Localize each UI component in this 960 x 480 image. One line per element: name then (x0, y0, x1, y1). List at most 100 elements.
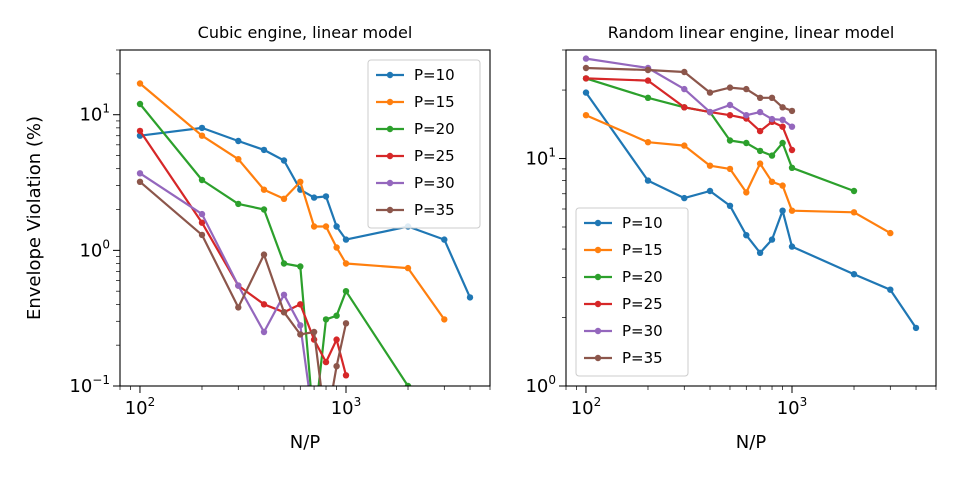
legend-swatch-marker (386, 206, 394, 214)
legend-swatch-marker (386, 179, 394, 187)
legend-label: P=25 (622, 295, 663, 313)
data-point (333, 363, 340, 370)
series-line-p15 (139, 82, 446, 321)
data-point (756, 160, 764, 167)
legend-swatch-marker (594, 219, 602, 227)
series-line-p35 (585, 66, 793, 112)
data-point (756, 249, 764, 256)
axes-frame (565, 49, 937, 387)
legend-swatch-marker (594, 300, 602, 308)
data-point (788, 123, 796, 130)
legend-swatch-marker (386, 125, 394, 133)
legend-swatch-marker (386, 98, 394, 106)
legend-label: P=10 (414, 66, 455, 84)
data-point (404, 382, 412, 386)
x-tick-base: 10 (125, 398, 148, 419)
data-point (706, 108, 714, 116)
data-point (756, 127, 764, 135)
y-tick-base: 10 (69, 376, 92, 397)
data-point (297, 301, 304, 308)
x-tick-label: 103 (777, 395, 808, 419)
legend-swatch-marker (594, 354, 602, 362)
y-tick-label: 101 (525, 146, 556, 170)
data-point (333, 223, 340, 230)
data-point (235, 137, 242, 145)
x-tick-exponent: 3 (354, 395, 362, 409)
x-tick-exponent: 2 (594, 395, 602, 409)
data-point (582, 89, 590, 96)
data-point (887, 286, 894, 293)
x-tick-label: 103 (331, 395, 362, 419)
y-tick-exponent: 1 (548, 146, 556, 160)
data-point (198, 132, 206, 139)
plot-area (582, 55, 920, 332)
data-point (582, 75, 590, 82)
y-tick-label: 100 (79, 237, 110, 261)
legend-swatch-marker (594, 273, 602, 281)
data-point (342, 320, 350, 327)
legend: P=10 P=15 P=20 P=25 P=30 P=35 (367, 59, 481, 229)
data-point (756, 94, 764, 102)
data-point (198, 176, 206, 184)
plot-area (136, 80, 474, 386)
legend-label: P=30 (622, 322, 663, 340)
data-point (198, 231, 206, 239)
data-point (310, 194, 318, 201)
data-point (743, 189, 750, 196)
data-point (342, 260, 350, 267)
legend-item-p35: P=35 (376, 201, 455, 219)
data-point (850, 271, 858, 278)
legend-item-p30: P=30 (584, 322, 663, 340)
legend-item-p15: P=15 (584, 241, 663, 259)
data-point (310, 223, 318, 230)
data-point (198, 124, 206, 132)
x-tick-base: 10 (777, 398, 800, 419)
y-tick-exponent: 0 (548, 373, 556, 387)
data-point (850, 187, 858, 195)
data-point (136, 100, 144, 108)
legend: P=10 P=15 P=20 P=25 P=30 P=35 (575, 207, 689, 377)
data-point (582, 55, 590, 62)
data-point (768, 236, 776, 243)
legend-item-p20: P=20 (376, 120, 455, 138)
data-point (779, 116, 786, 124)
legend-swatch-marker (594, 327, 602, 335)
series-line-p30 (139, 172, 310, 386)
data-point (768, 115, 776, 123)
data-point (260, 301, 268, 308)
x-tick-base: 10 (571, 398, 594, 419)
data-point (726, 101, 734, 109)
series-line-p20 (585, 77, 855, 193)
data-point (260, 186, 268, 193)
legend-label: P=35 (414, 201, 455, 219)
data-point (756, 108, 764, 116)
data-point (644, 177, 652, 184)
legend-label: P=15 (622, 241, 663, 259)
data-point (681, 104, 688, 111)
y-tick-exponent: 1 (102, 102, 110, 116)
x-tick-exponent: 3 (800, 395, 808, 409)
data-point (198, 210, 206, 218)
data-point (644, 77, 652, 84)
y-tick-exponent: −1 (92, 373, 110, 387)
legend-label: P=20 (622, 268, 663, 286)
legend-label: P=35 (622, 349, 663, 367)
data-point (297, 322, 304, 329)
series-line-p15 (585, 114, 891, 235)
series-line-p35 (139, 180, 348, 386)
data-point (681, 142, 688, 149)
data-point (743, 232, 750, 239)
y-tick-base: 10 (79, 240, 102, 261)
x-tick-exponent: 2 (148, 395, 156, 409)
data-point (136, 80, 144, 87)
data-point (441, 316, 448, 323)
legend-swatch-marker (386, 152, 394, 160)
data-point (235, 304, 242, 311)
data-point (322, 316, 330, 323)
legend-item-p15: P=15 (376, 93, 455, 111)
axes-frame (119, 49, 491, 387)
data-point (779, 139, 786, 147)
